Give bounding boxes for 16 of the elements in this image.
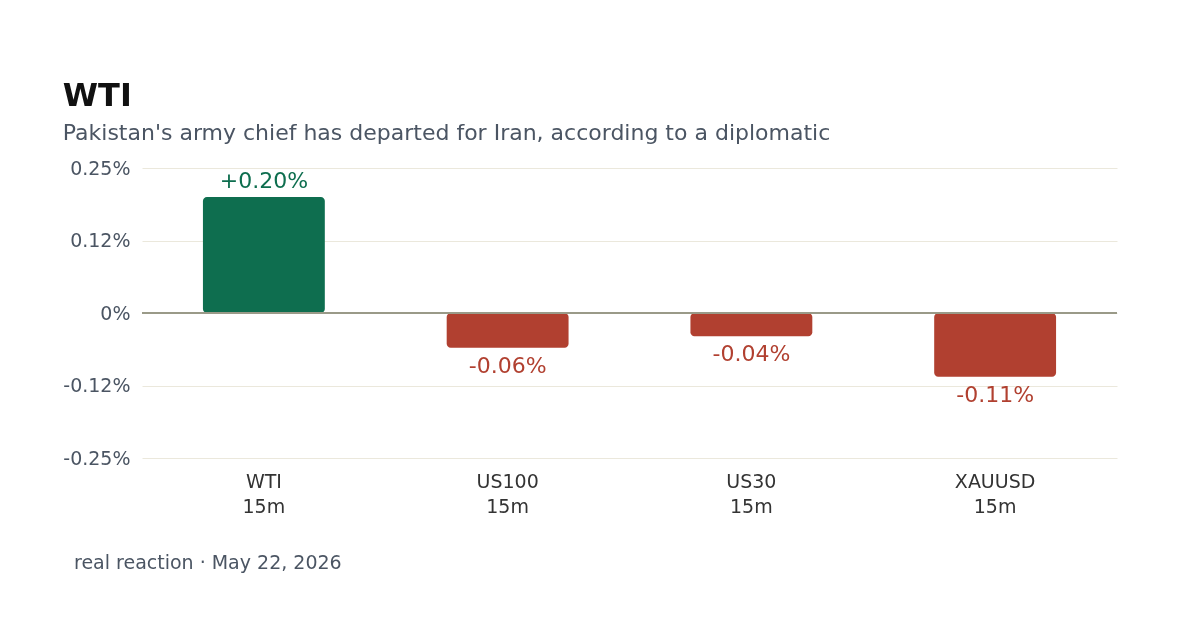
y-tick-label: 0.25% bbox=[70, 156, 131, 179]
text: real reaction · May 22, 2026 bbox=[74, 551, 342, 573]
y-tick-label: 0% bbox=[100, 301, 131, 324]
x-tick-label: US100 15m bbox=[476, 469, 539, 517]
y-tick-label: -0.12% bbox=[63, 374, 131, 396]
chart-title: WTI bbox=[62, 76, 132, 114]
data-label: -0.11% bbox=[956, 381, 1035, 407]
y-tick-label: 0.12% bbox=[70, 229, 131, 251]
y-tick-label: -0.25% bbox=[63, 446, 131, 469]
data-label: -0.06% bbox=[468, 352, 547, 378]
x-tick-label: US30 15m bbox=[726, 469, 777, 517]
x-tick-label: WTI 15m bbox=[242, 469, 286, 517]
data-label: +0.20% bbox=[219, 168, 309, 193]
data-label: -0.04% bbox=[712, 341, 791, 367]
x-tick-label: XAUUSD 15m bbox=[954, 469, 1036, 517]
chart-subtitle: Pakistan's army chief has departed for Iran, according to a diplomatic bbox=[62, 120, 831, 145]
